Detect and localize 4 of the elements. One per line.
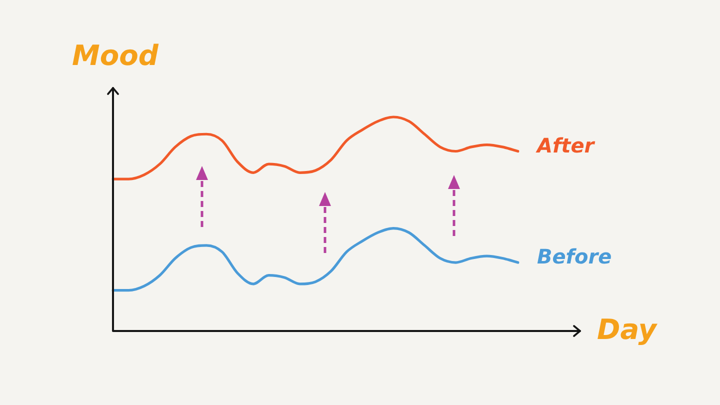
x-axis-title: Day xyxy=(597,313,657,346)
series-label: Before xyxy=(537,244,612,269)
series-label: After xyxy=(535,133,596,158)
y-axis-title: Mood xyxy=(72,39,158,72)
